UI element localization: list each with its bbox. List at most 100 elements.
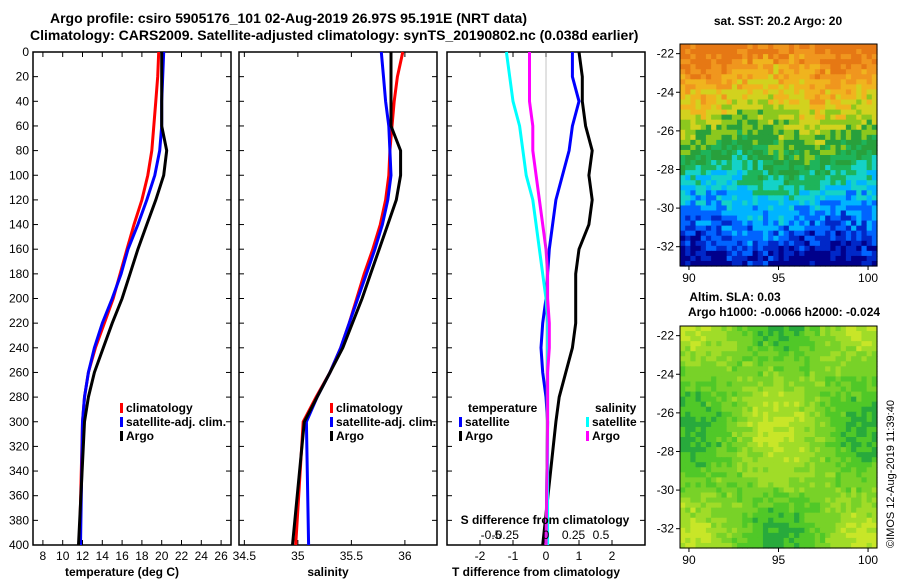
map-cell xyxy=(861,411,868,418)
map-cell xyxy=(721,502,728,509)
map-cell xyxy=(861,371,868,378)
map-cell xyxy=(840,431,847,438)
map-cell xyxy=(711,336,717,342)
map-cell xyxy=(716,452,723,458)
s-axis-label: S difference from climatology xyxy=(461,513,630,527)
map-cell xyxy=(845,119,852,126)
map-cell xyxy=(757,356,764,362)
map-cell xyxy=(809,170,816,176)
map-cell xyxy=(690,260,697,267)
map-cell xyxy=(799,517,806,524)
map-cell xyxy=(695,165,702,171)
map-cell xyxy=(752,467,759,473)
map-cell xyxy=(726,366,733,373)
map-cell xyxy=(773,54,780,60)
map-cell xyxy=(814,431,821,438)
map-cell xyxy=(794,225,800,232)
map-cell xyxy=(845,250,852,257)
map-cell xyxy=(845,64,852,70)
map-cell xyxy=(866,401,873,408)
map-cell xyxy=(788,220,795,227)
map-cell xyxy=(773,124,780,131)
map-cell xyxy=(742,139,748,146)
map-cell xyxy=(716,346,723,352)
map-cell xyxy=(726,351,733,357)
map-cell xyxy=(830,175,837,181)
map-cell xyxy=(783,54,790,60)
map-cell xyxy=(680,336,686,342)
map-cell xyxy=(731,195,738,202)
map-cell xyxy=(788,391,795,398)
map-cell xyxy=(680,482,686,489)
map-cell xyxy=(825,542,831,549)
map-cell xyxy=(835,512,842,519)
map-cell xyxy=(721,74,728,80)
map-cell xyxy=(856,124,863,131)
map-cell xyxy=(731,44,738,50)
map-cell xyxy=(799,467,806,473)
x-tick-label: 0 xyxy=(543,549,550,563)
map-cell xyxy=(866,160,873,166)
map-cell xyxy=(851,426,857,433)
map-cell xyxy=(778,235,785,242)
map-cell xyxy=(845,426,852,433)
map-cell xyxy=(856,331,863,337)
map-cell xyxy=(773,129,780,136)
map-cell xyxy=(871,165,878,171)
map-cell xyxy=(856,512,863,519)
map-cell xyxy=(721,94,728,101)
map-cell xyxy=(752,396,759,403)
title-line-1: Argo profile: csiro 5905176_101 02-Aug-2… xyxy=(50,10,527,26)
map-cell xyxy=(773,406,780,413)
map-cell xyxy=(752,255,759,262)
map-cell xyxy=(726,260,733,267)
map-cell xyxy=(695,94,702,101)
map-cell xyxy=(851,532,857,539)
map-cell xyxy=(757,326,764,332)
map-cell xyxy=(794,245,800,252)
map-cell xyxy=(716,59,723,65)
map-cell xyxy=(680,64,686,70)
map-cell xyxy=(840,406,847,413)
map-cell xyxy=(866,144,873,151)
map-cell xyxy=(716,492,723,499)
map-cell xyxy=(716,74,723,80)
map-cell xyxy=(742,411,748,418)
map-cell xyxy=(695,477,702,484)
map-cell xyxy=(685,502,691,509)
map-cell xyxy=(866,240,873,247)
map-cell xyxy=(726,401,733,408)
map-cell xyxy=(711,195,717,202)
map-cell xyxy=(742,175,748,181)
map-cell xyxy=(809,487,816,494)
map-cell xyxy=(768,477,774,484)
map-cell xyxy=(773,442,780,448)
map-cell xyxy=(711,109,717,116)
map-cell xyxy=(726,356,733,362)
map-cell xyxy=(871,220,878,227)
map-cell xyxy=(788,487,795,494)
map-cell xyxy=(866,492,873,499)
map-cell xyxy=(757,537,764,544)
map-cell xyxy=(731,155,738,161)
map-cell xyxy=(680,230,686,237)
map-cell xyxy=(721,54,728,60)
map-cell xyxy=(737,64,743,70)
map-cell xyxy=(705,542,712,549)
map-cell xyxy=(690,84,697,91)
map-cell xyxy=(804,532,811,539)
map-cell xyxy=(794,527,800,534)
map-cell xyxy=(861,49,868,55)
map-cell xyxy=(783,255,790,262)
map-cell xyxy=(871,396,878,403)
y-tick-label: 380 xyxy=(9,513,29,527)
map-cell xyxy=(840,401,847,408)
map-cell xyxy=(856,205,863,212)
map-cell xyxy=(830,260,837,267)
map-cell xyxy=(737,74,743,80)
map-cell xyxy=(680,341,686,347)
map-cell xyxy=(762,155,769,161)
map-cell xyxy=(721,245,728,252)
map-cell xyxy=(690,119,697,126)
map-cell xyxy=(840,487,847,494)
